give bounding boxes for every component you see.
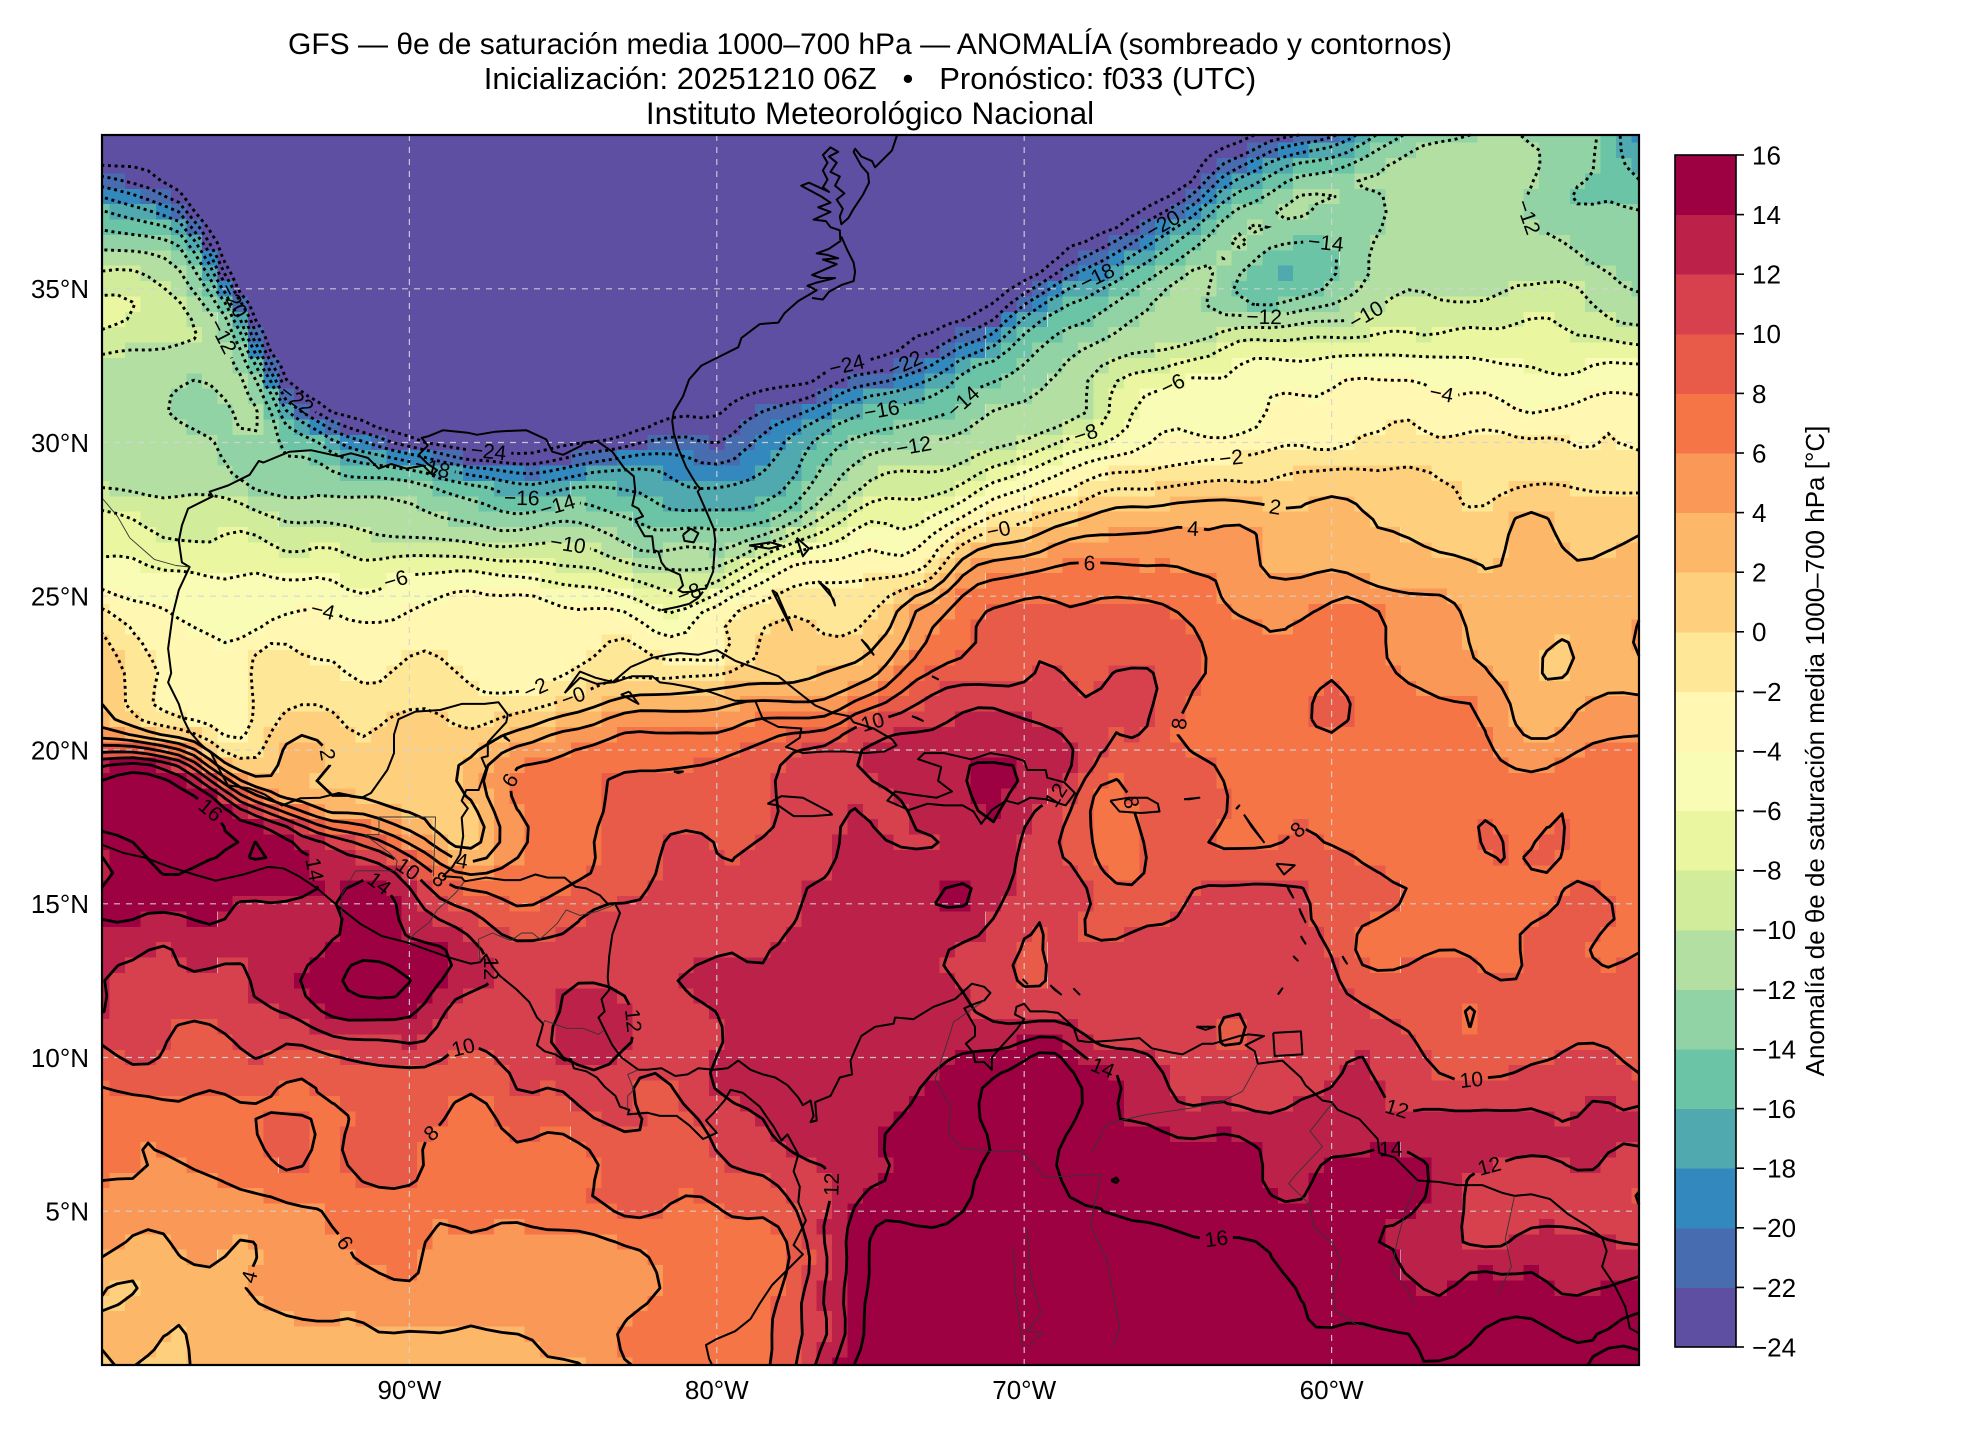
svg-text:2: 2 (1752, 558, 1766, 588)
svg-text:14: 14 (300, 856, 327, 884)
svg-text:14: 14 (1752, 200, 1781, 230)
svg-text:0: 0 (1752, 617, 1766, 647)
svg-text:35°N: 35°N (31, 274, 89, 304)
svg-text:20°N: 20°N (31, 735, 89, 765)
svg-text:−2: −2 (1752, 677, 1782, 707)
svg-text:8: 8 (1752, 379, 1766, 409)
svg-text:4: 4 (1187, 517, 1200, 541)
svg-text:Inicialización: 20251210 06Z: Inicialización: 20251210 06Z • Pronóstic… (484, 61, 1256, 96)
svg-text:−10: −10 (1752, 915, 1796, 945)
svg-text:10: 10 (1459, 1068, 1485, 1093)
svg-text:8: 8 (1168, 717, 1192, 731)
svg-text:16: 16 (1752, 140, 1781, 170)
svg-text:10: 10 (1752, 319, 1781, 349)
svg-text:−4: −4 (308, 597, 337, 625)
svg-text:80°W: 80°W (685, 1375, 749, 1405)
svg-text:Instituto Meteorológico Nacion: Instituto Meteorológico Nacional (646, 95, 1094, 131)
svg-text:−24: −24 (470, 439, 508, 466)
svg-text:−0: −0 (985, 517, 1013, 544)
svg-text:4: 4 (1752, 498, 1766, 528)
svg-text:6: 6 (1752, 438, 1766, 468)
svg-text:30°N: 30°N (31, 428, 89, 458)
svg-text:−14: −14 (1752, 1034, 1796, 1064)
svg-text:90°W: 90°W (377, 1375, 441, 1405)
svg-text:10°N: 10°N (31, 1043, 89, 1073)
svg-text:4: 4 (454, 849, 470, 874)
svg-text:16: 16 (1203, 1227, 1229, 1253)
svg-text:−2: −2 (1218, 446, 1244, 471)
svg-text:14: 14 (1379, 1138, 1403, 1161)
svg-text:−12: −12 (1246, 306, 1282, 330)
svg-text:60°W: 60°W (1300, 1375, 1364, 1405)
svg-text:−10: −10 (548, 531, 587, 559)
svg-text:12: 12 (820, 1172, 844, 1196)
svg-text:GFS — θe de saturación media 1: GFS — θe de saturación media 1000–700 hP… (288, 28, 1452, 61)
svg-text:6: 6 (1083, 552, 1095, 575)
svg-text:15°N: 15°N (31, 889, 89, 919)
svg-text:70°W: 70°W (992, 1375, 1056, 1405)
svg-text:−4: −4 (1427, 380, 1456, 408)
svg-text:−4: −4 (1752, 736, 1782, 766)
svg-text:−16: −16 (1752, 1094, 1796, 1124)
svg-text:−18: −18 (1752, 1154, 1796, 1184)
svg-text:5°N: 5°N (45, 1197, 89, 1227)
svg-text:−16: −16 (504, 487, 540, 511)
svg-text:−8: −8 (1752, 856, 1782, 886)
svg-text:−22: −22 (1752, 1273, 1796, 1303)
svg-text:−12: −12 (1752, 975, 1796, 1005)
svg-text:2: 2 (1267, 495, 1282, 520)
svg-text:25°N: 25°N (31, 582, 89, 612)
svg-text:−24: −24 (1752, 1332, 1796, 1362)
svg-text:12: 12 (479, 957, 502, 980)
svg-text:−6: −6 (1752, 796, 1782, 826)
svg-text:Anomalía de θe de saturación m: Anomalía de θe de saturación media 1000–… (1800, 426, 1830, 1077)
svg-text:−14: −14 (1307, 230, 1345, 257)
svg-text:12: 12 (620, 1008, 645, 1034)
svg-text:10: 10 (449, 1034, 477, 1062)
svg-text:2: 2 (315, 747, 340, 763)
svg-text:12: 12 (1752, 260, 1781, 290)
svg-text:−20: −20 (1752, 1213, 1796, 1243)
